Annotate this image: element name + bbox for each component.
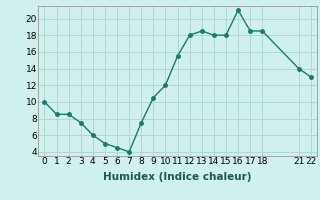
X-axis label: Humidex (Indice chaleur): Humidex (Indice chaleur)	[103, 172, 252, 182]
